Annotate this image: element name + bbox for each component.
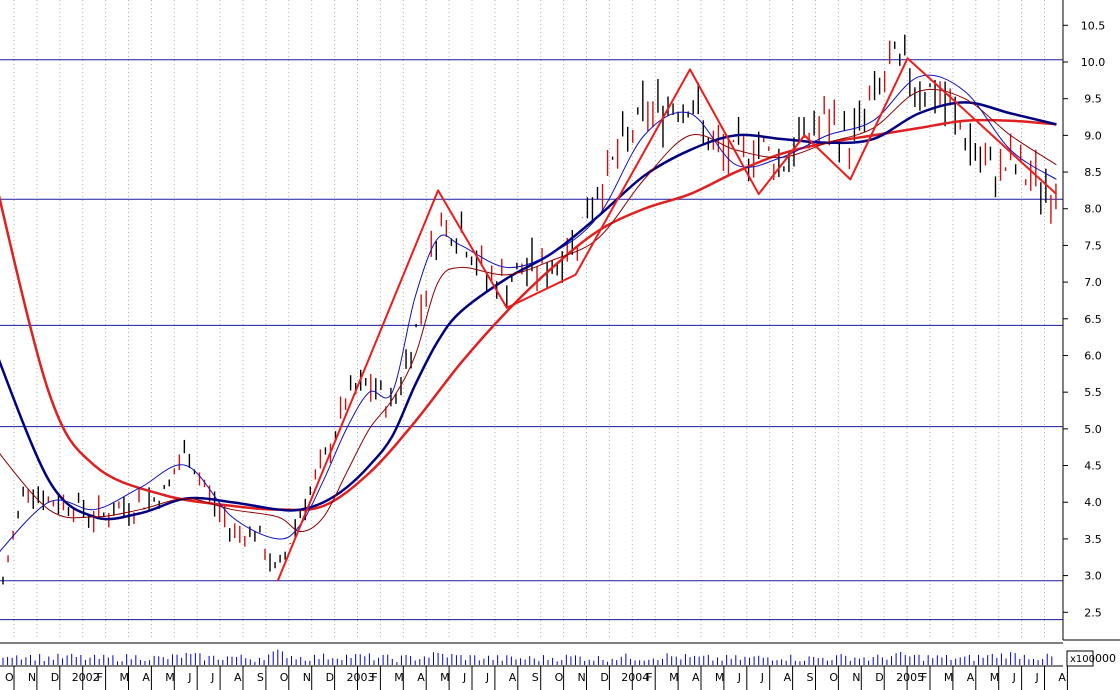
plot-background (0, 0, 1063, 640)
x-tick-label: 2005 (896, 671, 924, 684)
x-tick-label: J (1012, 671, 1016, 684)
x-tick-label: J (1035, 671, 1039, 684)
x-tick-label: J (210, 671, 214, 684)
y-tick-label: 7.0 (1084, 276, 1102, 289)
volume-unit-label: 000 (1095, 652, 1116, 665)
y-tick-label: 3.0 (1084, 570, 1102, 583)
x-tick-label: A (784, 671, 792, 684)
x-tick-label: A (234, 671, 242, 684)
x-tick-label: O (829, 671, 838, 684)
x-tick-label: F (921, 671, 927, 684)
x-tick-label: F (371, 671, 377, 684)
x-tick-label: O (555, 671, 564, 684)
x-tick-label: O (280, 671, 289, 684)
y-tick-label: 8.5 (1084, 166, 1102, 179)
x-tick-label: M (715, 671, 725, 684)
y-tick-label: 6.0 (1084, 349, 1102, 362)
x-tick-label: M (394, 671, 404, 684)
x-tick-label: S (257, 671, 264, 684)
x-tick-label: 2002 (72, 671, 100, 684)
x-tick-label: M (669, 671, 679, 684)
x-tick-label: A (142, 671, 150, 684)
moving-average-line (0, 74, 1057, 553)
y-tick-label: 4.5 (1084, 460, 1102, 473)
x-tick-label: O (5, 671, 14, 684)
x-tick-label: N (28, 671, 36, 684)
x-tick-label: D (600, 671, 608, 684)
x-tick-label: F (97, 671, 103, 684)
x-tick-label: M (440, 671, 450, 684)
zigzag-line (276, 57, 1058, 582)
x-tick-label: 2004 (621, 671, 649, 684)
x-tick-label: A (967, 671, 975, 684)
x-tick-label: A (509, 671, 517, 684)
y-tick-label: 4.0 (1084, 496, 1102, 509)
x-tick-label: J (737, 671, 741, 684)
moving-average-line (0, 88, 1057, 533)
x-tick-label: N (852, 671, 860, 684)
volume-multiplier-label: x100 (1070, 654, 1095, 665)
x-tick-label: A (1058, 671, 1066, 684)
volume-panel (0, 642, 1063, 667)
y-tick-label: 9.0 (1084, 129, 1102, 142)
x-tick-label: S (807, 671, 814, 684)
moving-average-lines (0, 57, 1058, 582)
y-tick-label: 3.5 (1084, 533, 1102, 546)
x-tick-label: J (462, 671, 466, 684)
x-tick-label: J (187, 671, 191, 684)
x-tick-label: M (165, 671, 175, 684)
horizontal-levels (0, 59, 1063, 621)
y-tick-label: 2.5 (1084, 606, 1102, 619)
vertical-grid (13, 0, 1068, 640)
y-tick-label: 10.0 (1081, 56, 1106, 69)
y-tick-label: 7.5 (1084, 239, 1102, 252)
y-tick-label: 5.0 (1084, 423, 1102, 436)
x-tick-label: N (578, 671, 586, 684)
y-tick-label: 5.5 (1084, 386, 1102, 399)
x-tick-label: M (120, 671, 130, 684)
y-tick-label: 6.5 (1084, 313, 1102, 326)
y-axis: 2.5 3.0 3.5 4.0 4.5 5.0 5.5 6.0 6.5 7.0 7.5 8.0 8.5 9… (1062, 0, 1120, 641)
x-tick-label: M (990, 671, 1000, 684)
x-tick-label: N (303, 671, 311, 684)
x-tick-label: S (532, 671, 539, 684)
x-tick-label: A (417, 671, 425, 684)
x-tick-label: M (944, 671, 954, 684)
x-tick-label: F (646, 671, 652, 684)
x-tick-label: 2003 (347, 671, 375, 684)
y-axis-background (1063, 0, 1120, 640)
y-tick-label: 10.5 (1081, 19, 1106, 32)
x-tick-label: A (692, 671, 700, 684)
x-tick-label: D (51, 671, 59, 684)
x-tick-label: D (326, 671, 334, 684)
x-tick-label: J (485, 671, 489, 684)
y-tick-label: 9.5 (1084, 93, 1102, 106)
volume-multiplier-box (1066, 650, 1094, 667)
x-tick-label: D (875, 671, 883, 684)
x-tick-label: J (760, 671, 764, 684)
y-tick-label: 8.0 (1084, 203, 1102, 216)
